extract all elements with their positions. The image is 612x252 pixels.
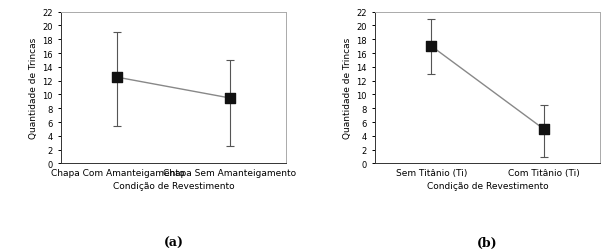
Text: (a): (a)	[163, 236, 184, 249]
X-axis label: Condição de Revestimento: Condição de Revestimento	[113, 181, 234, 190]
X-axis label: Condição de Revestimento: Condição de Revestimento	[427, 181, 548, 190]
Point	[427, 45, 436, 49]
Point	[225, 97, 234, 101]
Y-axis label: Quantidade de Trincas: Quantidade de Trincas	[343, 38, 353, 139]
Y-axis label: Quantidade de Trincas: Quantidade de Trincas	[29, 38, 38, 139]
Point	[539, 128, 548, 132]
Text: (b): (b)	[477, 236, 498, 249]
Point	[113, 76, 122, 80]
